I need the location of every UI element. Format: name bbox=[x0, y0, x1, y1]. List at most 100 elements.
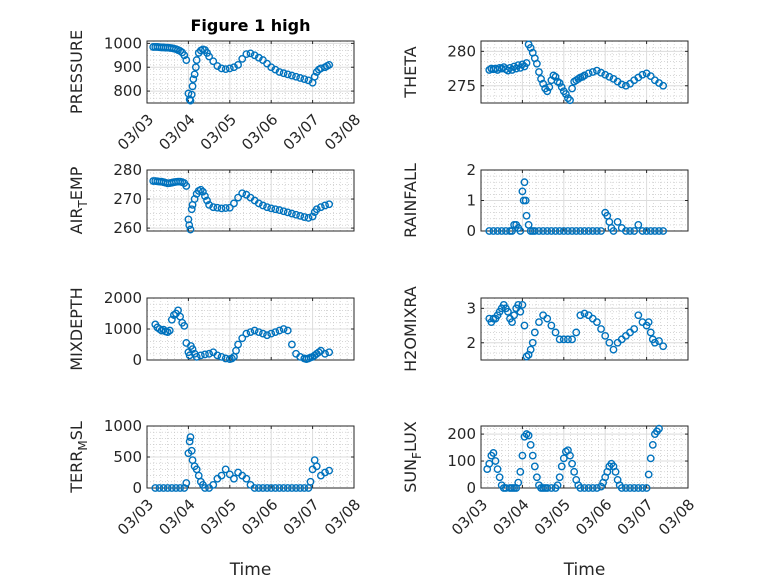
data-point bbox=[568, 335, 576, 344]
y-tick-label: 275 bbox=[447, 77, 476, 95]
y-tick-label: 0 bbox=[466, 479, 476, 497]
data-point bbox=[630, 325, 639, 333]
data-point bbox=[588, 227, 597, 235]
data-point bbox=[279, 484, 288, 492]
axes-layer: 800900100003/0303/0403/0503/0603/0703/08… bbox=[67, 16, 698, 580]
data-point bbox=[566, 451, 574, 460]
data-point bbox=[213, 351, 222, 360]
data-point bbox=[555, 79, 564, 87]
data-point bbox=[650, 227, 659, 235]
data-point bbox=[259, 329, 267, 338]
data-point bbox=[321, 349, 329, 358]
data-point bbox=[188, 345, 197, 354]
data-point bbox=[310, 72, 319, 81]
y-axis-label: THETA bbox=[401, 46, 420, 98]
data-point bbox=[325, 348, 334, 357]
data-point bbox=[648, 440, 657, 449]
data-point bbox=[626, 227, 634, 235]
data-point bbox=[271, 328, 280, 336]
data-point bbox=[176, 484, 185, 492]
data-point bbox=[564, 227, 572, 235]
data-point bbox=[165, 326, 174, 335]
y-axis-label-main: SUN bbox=[401, 459, 420, 493]
data-point bbox=[230, 474, 238, 483]
data-point bbox=[580, 227, 589, 235]
data-point bbox=[172, 484, 180, 492]
y-axis-label: MIXDEPTH bbox=[67, 287, 86, 370]
data-point bbox=[205, 349, 214, 358]
data-point bbox=[267, 484, 276, 492]
data-point bbox=[551, 72, 560, 81]
data-point bbox=[588, 68, 597, 76]
y-tick-label: 1000 bbox=[104, 320, 142, 338]
data-point bbox=[205, 200, 214, 209]
data-point bbox=[225, 470, 234, 479]
data-point bbox=[559, 227, 568, 235]
data-point bbox=[638, 484, 647, 492]
data-point bbox=[292, 210, 300, 219]
y-axis-label-subscript: M bbox=[76, 440, 90, 450]
data-point bbox=[254, 484, 263, 492]
chart-title: Figure 1 high bbox=[191, 16, 311, 35]
data-point bbox=[217, 204, 226, 213]
x-tick-label: 03/04 bbox=[155, 496, 198, 539]
data-point bbox=[300, 213, 309, 221]
y-axis-label-subscript: T bbox=[76, 200, 90, 209]
data-point bbox=[539, 79, 547, 88]
data-point bbox=[190, 70, 199, 79]
data-point bbox=[609, 227, 618, 235]
y-axis-label-suffix: EMP bbox=[67, 166, 86, 200]
data-point bbox=[287, 484, 296, 492]
data-point bbox=[246, 328, 255, 336]
data-point bbox=[167, 315, 176, 324]
data-point bbox=[230, 63, 238, 72]
data-point bbox=[182, 479, 191, 487]
data-point bbox=[182, 182, 191, 190]
data-point bbox=[547, 484, 556, 492]
data-point bbox=[221, 465, 230, 474]
data-point bbox=[250, 326, 259, 335]
data-point bbox=[271, 65, 280, 74]
data-point bbox=[221, 204, 230, 212]
x-tick-label: 03/06 bbox=[238, 111, 281, 154]
data-point bbox=[296, 484, 305, 492]
y-axis-label-subscript: F bbox=[410, 452, 424, 459]
subplot-1: 800 900 1000 03/0303/0403/0503/0603/0703/08… bbox=[67, 16, 364, 154]
data-point bbox=[321, 201, 329, 210]
data-point bbox=[547, 227, 556, 235]
data-point bbox=[232, 346, 240, 355]
x-tick-label: 03/03 bbox=[114, 496, 157, 539]
data-point bbox=[238, 189, 247, 198]
data-point bbox=[155, 484, 164, 492]
data-point bbox=[535, 68, 543, 76]
y-axis-label: AIRTEMP bbox=[67, 166, 90, 234]
data-point bbox=[254, 328, 263, 336]
data-point bbox=[159, 484, 168, 492]
data-point bbox=[497, 227, 506, 235]
data-point bbox=[196, 185, 205, 194]
x-tick-label: 03/03 bbox=[114, 111, 157, 154]
x-tick-label: 03/07 bbox=[280, 111, 323, 154]
x-tick-label: 03/08 bbox=[321, 111, 364, 154]
data-point bbox=[230, 199, 238, 208]
x-tick-label: 03/08 bbox=[655, 496, 698, 539]
data-point bbox=[518, 451, 527, 460]
y-tick-label: 1 bbox=[466, 192, 476, 210]
data-point bbox=[267, 329, 276, 338]
data-point bbox=[234, 60, 242, 69]
data-point bbox=[655, 424, 663, 433]
data-point bbox=[516, 467, 525, 476]
data-point bbox=[559, 454, 568, 463]
y-tick-label: 270 bbox=[113, 190, 142, 208]
data-point bbox=[580, 71, 589, 80]
x-tick-label: 03/05 bbox=[197, 111, 240, 154]
data-point bbox=[279, 325, 288, 333]
y-axis-label: RAINFALL bbox=[401, 163, 420, 238]
data-point bbox=[646, 227, 655, 235]
data-point bbox=[568, 459, 576, 468]
data-point bbox=[321, 468, 329, 477]
data-point bbox=[521, 196, 530, 205]
x-tick-label: 03/03 bbox=[448, 496, 491, 539]
data-point bbox=[312, 205, 321, 214]
